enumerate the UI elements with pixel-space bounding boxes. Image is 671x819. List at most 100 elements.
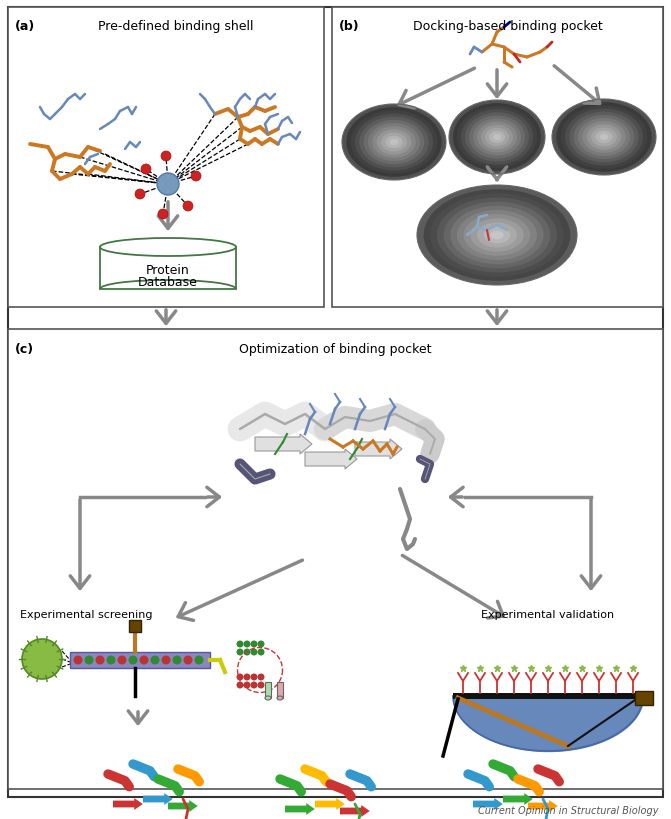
Circle shape xyxy=(258,674,264,681)
Circle shape xyxy=(117,656,127,665)
Circle shape xyxy=(140,656,148,665)
Ellipse shape xyxy=(578,119,630,156)
Circle shape xyxy=(191,172,201,182)
Circle shape xyxy=(258,649,264,656)
Bar xyxy=(70,652,210,668)
Ellipse shape xyxy=(450,206,544,265)
Ellipse shape xyxy=(385,137,403,149)
Ellipse shape xyxy=(493,135,501,141)
Text: Pre-defined binding shell: Pre-defined binding shell xyxy=(98,20,254,33)
FancyArrow shape xyxy=(255,434,312,455)
Ellipse shape xyxy=(430,194,564,278)
FancyArrow shape xyxy=(285,803,315,815)
Ellipse shape xyxy=(491,232,504,240)
Ellipse shape xyxy=(465,113,529,162)
Ellipse shape xyxy=(470,219,523,252)
Ellipse shape xyxy=(556,103,652,173)
Circle shape xyxy=(236,640,244,648)
Circle shape xyxy=(162,656,170,665)
Circle shape xyxy=(157,174,179,196)
Circle shape xyxy=(258,681,264,689)
Bar xyxy=(277,682,283,698)
Bar xyxy=(332,8,663,308)
Circle shape xyxy=(244,674,250,681)
Ellipse shape xyxy=(477,122,517,153)
Ellipse shape xyxy=(423,190,570,282)
Bar xyxy=(8,8,324,308)
Ellipse shape xyxy=(372,127,415,159)
Circle shape xyxy=(107,656,115,665)
Ellipse shape xyxy=(376,130,411,156)
Ellipse shape xyxy=(449,101,545,174)
Text: Database: Database xyxy=(138,276,198,289)
Ellipse shape xyxy=(457,107,537,169)
Ellipse shape xyxy=(461,110,533,165)
Ellipse shape xyxy=(437,198,557,274)
Circle shape xyxy=(250,674,258,681)
Ellipse shape xyxy=(457,210,537,260)
Bar xyxy=(265,682,271,698)
Text: (b): (b) xyxy=(339,20,360,33)
Ellipse shape xyxy=(390,140,399,146)
Circle shape xyxy=(183,201,193,212)
Text: Docking-based binding pocket: Docking-based binding pocket xyxy=(413,20,603,33)
Ellipse shape xyxy=(444,202,550,269)
Circle shape xyxy=(135,190,145,200)
FancyArrow shape xyxy=(305,450,357,469)
Circle shape xyxy=(236,649,244,656)
Ellipse shape xyxy=(569,112,639,163)
Text: (c): (c) xyxy=(15,342,34,355)
Ellipse shape xyxy=(489,132,505,144)
Circle shape xyxy=(172,656,181,665)
FancyArrow shape xyxy=(473,798,503,810)
Circle shape xyxy=(250,681,258,689)
FancyArrow shape xyxy=(355,440,402,459)
Ellipse shape xyxy=(574,115,634,160)
Circle shape xyxy=(74,656,83,665)
Bar xyxy=(635,691,653,705)
Bar xyxy=(100,247,236,290)
Ellipse shape xyxy=(277,696,283,700)
FancyArrow shape xyxy=(528,800,558,812)
Circle shape xyxy=(22,639,62,679)
Ellipse shape xyxy=(265,696,271,700)
Ellipse shape xyxy=(552,100,656,176)
Ellipse shape xyxy=(591,129,617,147)
Circle shape xyxy=(141,165,151,174)
Ellipse shape xyxy=(360,117,429,168)
Ellipse shape xyxy=(100,238,236,256)
Circle shape xyxy=(183,656,193,665)
Bar xyxy=(453,693,643,699)
Circle shape xyxy=(85,656,93,665)
Circle shape xyxy=(244,681,250,689)
Ellipse shape xyxy=(485,129,509,147)
Circle shape xyxy=(161,152,171,162)
Ellipse shape xyxy=(469,116,525,160)
FancyArrow shape xyxy=(315,798,345,810)
Ellipse shape xyxy=(368,124,420,162)
FancyArrow shape xyxy=(113,798,143,810)
Text: Experimental validation: Experimental validation xyxy=(481,609,615,619)
FancyArrow shape xyxy=(143,793,172,805)
Ellipse shape xyxy=(600,134,609,141)
Text: Protein: Protein xyxy=(146,265,190,277)
Ellipse shape xyxy=(464,215,530,256)
Ellipse shape xyxy=(595,132,613,144)
Text: Current Opinion in Structural Biology: Current Opinion in Structural Biology xyxy=(478,805,659,815)
Ellipse shape xyxy=(477,224,517,248)
FancyArrow shape xyxy=(503,793,533,805)
Ellipse shape xyxy=(342,105,446,181)
Circle shape xyxy=(129,656,138,665)
Bar xyxy=(8,329,663,789)
Circle shape xyxy=(195,656,203,665)
Text: Experimental screening: Experimental screening xyxy=(20,609,152,619)
Bar xyxy=(129,620,141,632)
Ellipse shape xyxy=(565,110,643,166)
Circle shape xyxy=(236,674,244,681)
Ellipse shape xyxy=(453,104,541,172)
Ellipse shape xyxy=(351,111,437,174)
Circle shape xyxy=(95,656,105,665)
Circle shape xyxy=(244,640,250,648)
Ellipse shape xyxy=(346,108,442,178)
Ellipse shape xyxy=(582,122,625,154)
